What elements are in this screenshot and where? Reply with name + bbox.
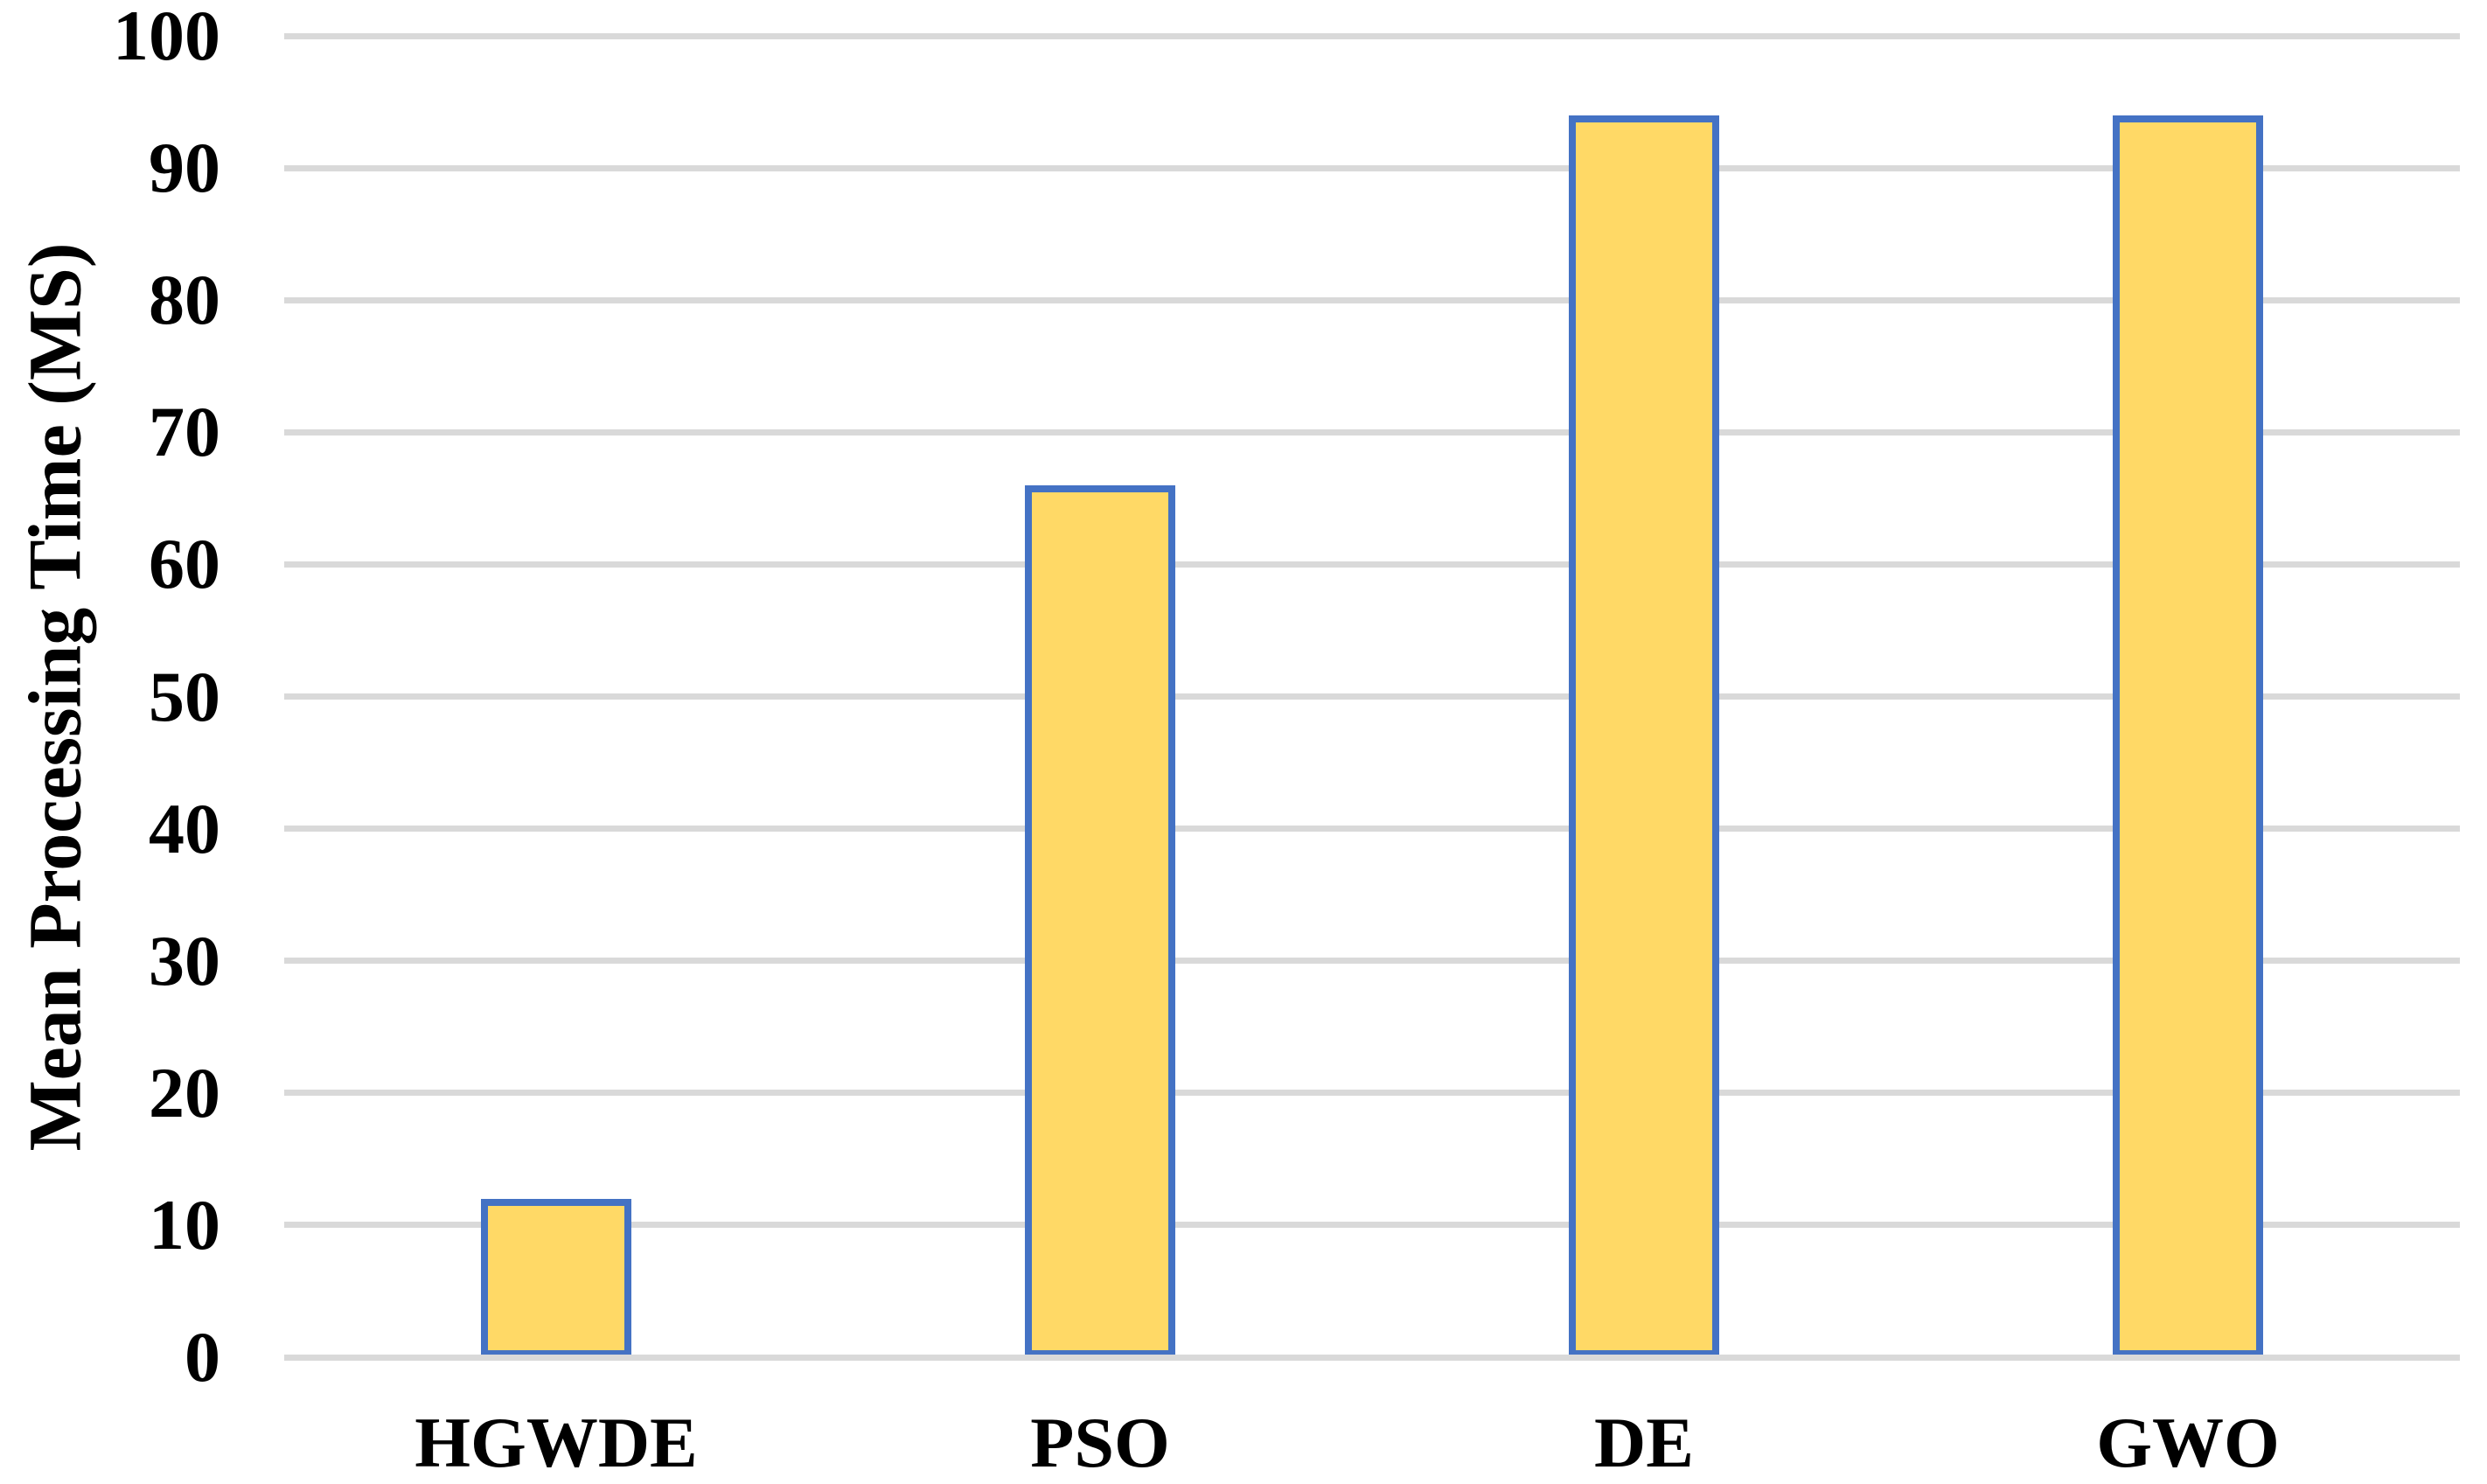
y-tick-label-0: 0 xyxy=(185,1317,220,1397)
gridline-100 xyxy=(284,32,2460,39)
gridline-90 xyxy=(284,164,2460,171)
gridline-40 xyxy=(284,826,2460,833)
bar-pso xyxy=(1025,484,1175,1357)
gridline-10 xyxy=(284,1222,2460,1229)
gridline-80 xyxy=(284,296,2460,303)
x-tick-label-pso: PSO xyxy=(1030,1403,1170,1482)
y-tick-label-10: 10 xyxy=(149,1184,220,1265)
x-axis-line xyxy=(284,1355,2460,1361)
gridline-60 xyxy=(284,561,2460,568)
y-tick-label-50: 50 xyxy=(149,656,220,736)
bar-gwo xyxy=(2113,115,2263,1357)
y-tick-label-20: 20 xyxy=(149,1052,220,1132)
y-tick-label-100: 100 xyxy=(113,0,220,75)
x-tick-label-hgwde: HGWDE xyxy=(414,1403,698,1482)
bar-hgwde xyxy=(481,1198,631,1357)
x-tick-label-de: DE xyxy=(1594,1403,1694,1482)
y-tick-label-30: 30 xyxy=(149,920,220,1000)
y-tick-label-70: 70 xyxy=(149,392,220,472)
plot-area xyxy=(284,32,2460,1361)
gridline-50 xyxy=(284,693,2460,700)
gridline-20 xyxy=(284,1090,2460,1097)
y-tick-label-90: 90 xyxy=(149,128,220,208)
gridline-70 xyxy=(284,428,2460,435)
y-tick-label-40: 40 xyxy=(149,788,220,868)
x-tick-label-gwo: GWO xyxy=(2096,1403,2280,1482)
y-tick-label-60: 60 xyxy=(149,524,220,604)
gridline-30 xyxy=(284,958,2460,965)
y-tick-label-80: 80 xyxy=(149,260,220,340)
bar-de xyxy=(1569,115,1719,1357)
